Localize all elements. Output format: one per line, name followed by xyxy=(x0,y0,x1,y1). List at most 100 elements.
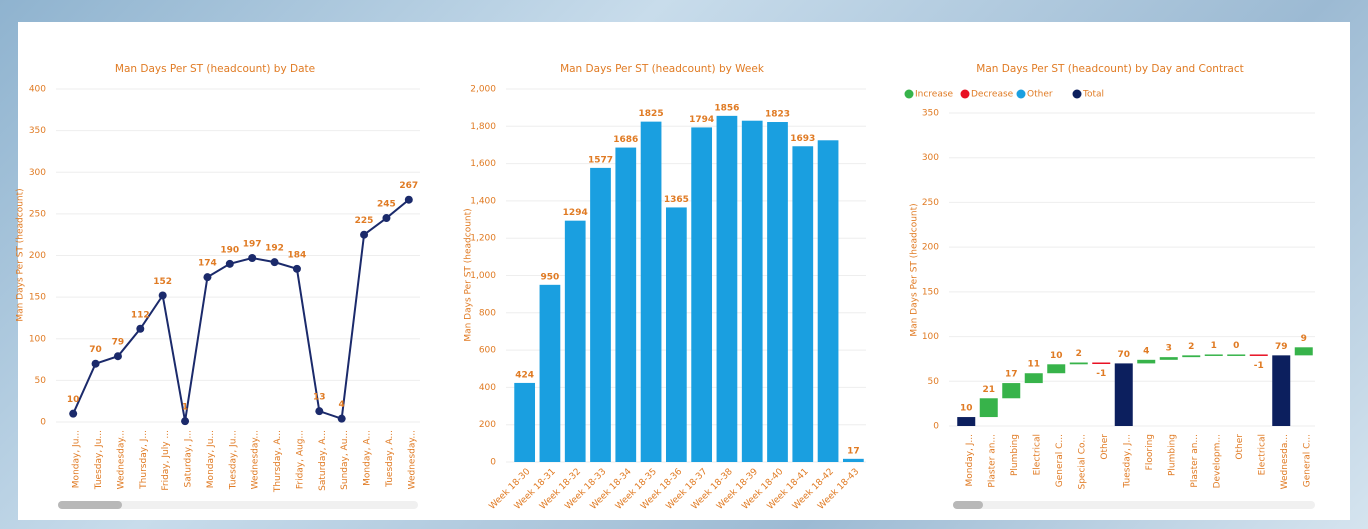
point xyxy=(292,264,301,273)
y-tick-label: 250 xyxy=(922,198,939,208)
point xyxy=(91,359,100,368)
data-label: 10 xyxy=(67,395,80,405)
scrollbar[interactable] xyxy=(953,501,983,509)
y-axis-label: Man Days Per ST (headcount) xyxy=(16,188,26,321)
y-tick-label: 200 xyxy=(922,243,939,253)
data-label: 1 xyxy=(182,403,188,413)
bar xyxy=(665,207,687,462)
x-tick-label: Tuesday, A... xyxy=(385,430,395,488)
data-label: -1 xyxy=(1096,369,1106,379)
data-label: 1693 xyxy=(790,134,815,144)
data-label: 17 xyxy=(1005,370,1018,380)
scrollbar-track xyxy=(58,501,418,509)
bar xyxy=(1047,364,1066,374)
data-label: 192 xyxy=(265,244,284,254)
data-label: 10 xyxy=(1050,351,1063,361)
data-label: 190 xyxy=(220,245,239,255)
x-tick-label: Wednesday... xyxy=(251,430,261,489)
x-tick-label: Wednesda... xyxy=(1280,434,1290,489)
y-tick-label: 2,000 xyxy=(470,85,496,95)
bar xyxy=(1137,359,1156,364)
y-tick-label: 800 xyxy=(479,308,496,318)
y-tick-label: 200 xyxy=(479,420,496,430)
point xyxy=(404,195,413,204)
x-tick-label: Monday, Ju... xyxy=(206,430,216,488)
y-tick-label: 400 xyxy=(479,383,496,393)
point xyxy=(360,230,369,239)
point xyxy=(382,214,391,223)
data-label: 70 xyxy=(89,345,102,355)
bar xyxy=(1272,355,1291,426)
chart-title: Man Days Per ST (headcount) by Day and C… xyxy=(976,63,1243,75)
y-tick-label: 50 xyxy=(928,377,940,387)
x-tick-label: Other xyxy=(1100,434,1110,460)
x-tick-label: Tuesday, Ju... xyxy=(94,430,104,490)
data-label: 950 xyxy=(541,272,560,282)
x-tick-label: Friday, July ... xyxy=(161,430,171,491)
data-label: 79 xyxy=(1275,342,1288,352)
y-tick-label: 0 xyxy=(490,458,496,468)
point xyxy=(69,409,78,418)
x-tick-label: Developm... xyxy=(1212,434,1222,488)
bar xyxy=(1294,347,1313,356)
data-label: 1577 xyxy=(588,155,613,165)
x-tick-label: General C... xyxy=(1055,434,1065,487)
y-tick-label: 300 xyxy=(922,153,939,163)
bar xyxy=(590,167,611,462)
point xyxy=(337,414,346,423)
bar xyxy=(615,147,637,462)
data-label: 4 xyxy=(1143,346,1149,356)
line xyxy=(72,198,410,422)
bar xyxy=(1002,383,1021,399)
point xyxy=(203,273,212,282)
point xyxy=(158,291,167,300)
data-label: 10 xyxy=(960,404,973,414)
bar xyxy=(741,120,763,462)
bar xyxy=(842,458,864,462)
x-tick-label: Special Co... xyxy=(1077,434,1087,490)
scrollbar[interactable] xyxy=(58,501,122,509)
data-label: 225 xyxy=(355,216,374,226)
data-label: 17 xyxy=(847,446,860,456)
point xyxy=(315,407,324,416)
x-tick-label: Other xyxy=(1235,434,1245,460)
data-label: 1856 xyxy=(714,103,739,113)
x-tick-label: Monday, Ju... xyxy=(72,430,82,488)
x-tick-label: Tuesday, J... xyxy=(1122,434,1132,489)
x-tick-label: Plumbing xyxy=(1010,434,1020,476)
x-tick-label: General C... xyxy=(1302,434,1312,487)
point xyxy=(225,259,234,268)
data-label: 9 xyxy=(1301,334,1307,344)
data-label: 2 xyxy=(1188,342,1194,352)
bar xyxy=(1114,363,1133,426)
data-label: 1825 xyxy=(639,109,664,119)
data-label: 70 xyxy=(1117,350,1130,360)
y-tick-label: 150 xyxy=(29,293,46,303)
scrollbar-track xyxy=(953,501,1315,509)
x-tick-label: Thursday, J... xyxy=(139,430,149,490)
data-label: 21 xyxy=(982,385,995,395)
bar xyxy=(1069,362,1088,365)
y-tick-label: 50 xyxy=(35,376,47,386)
y-tick-label: 300 xyxy=(29,168,46,178)
bar xyxy=(691,127,713,462)
legend-marker xyxy=(904,89,914,99)
y-axis-label: Man Days Per ST (headcount) xyxy=(464,208,474,341)
data-label: 1294 xyxy=(563,208,588,218)
x-tick-label: Monday, A... xyxy=(363,430,373,486)
x-tick-label: Wednesday... xyxy=(116,430,126,489)
y-tick-label: 350 xyxy=(29,126,46,136)
x-tick-label: Electrical xyxy=(1032,434,1042,475)
point xyxy=(181,417,190,426)
x-tick-label: Electrical xyxy=(1257,434,1267,475)
y-tick-label: 1,800 xyxy=(470,122,496,132)
data-label: 245 xyxy=(377,200,396,210)
bar xyxy=(640,121,662,462)
data-label: 184 xyxy=(288,250,307,260)
y-tick-label: 200 xyxy=(29,251,46,261)
y-tick-label: 1,400 xyxy=(470,196,496,206)
bar xyxy=(1092,362,1111,365)
y-tick-label: 100 xyxy=(922,332,939,342)
bar xyxy=(1159,357,1178,360)
data-label: 152 xyxy=(153,277,172,287)
